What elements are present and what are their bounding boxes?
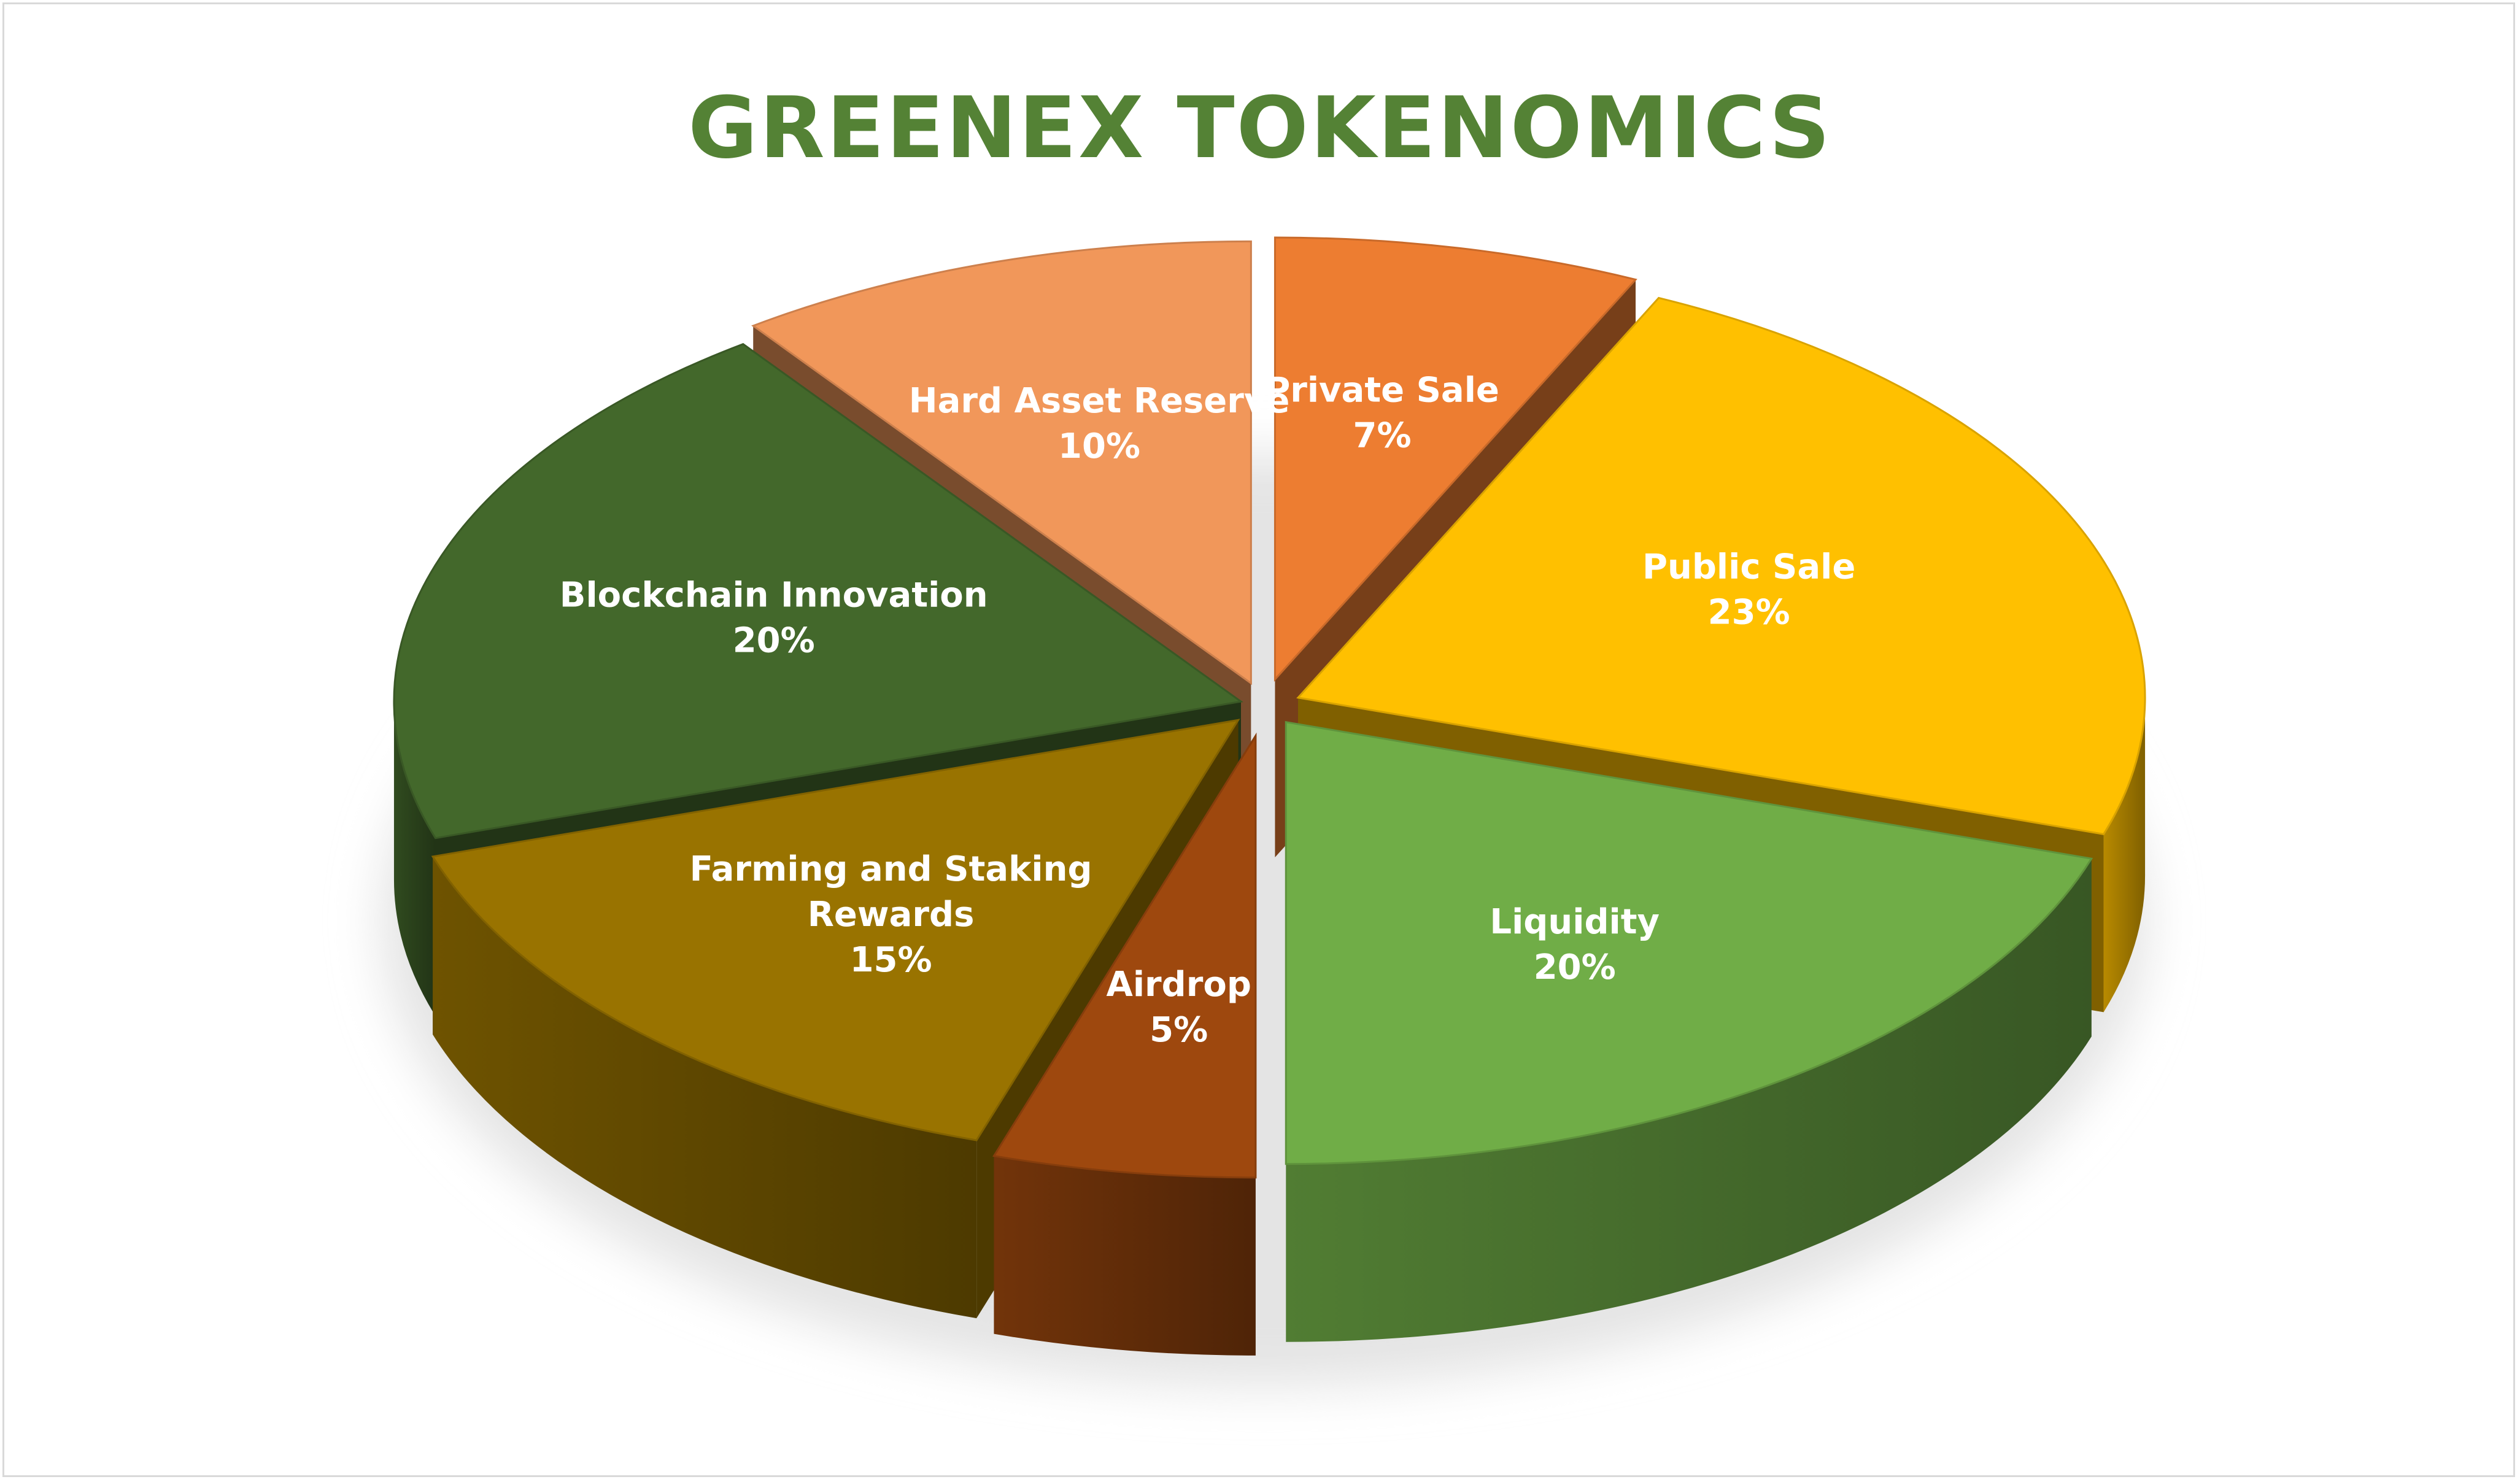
- slice-value-label: 10%: [1058, 426, 1140, 466]
- pie-slice-top: [431, 719, 1240, 1141]
- pie-slice-rim: [393, 701, 436, 1016]
- slice-value-label: 20%: [1534, 947, 1616, 987]
- slice-name-label: Farming and Staking: [690, 849, 1092, 889]
- slice-name-label: Rewards: [808, 895, 975, 935]
- pie-slice: [1285, 720, 2093, 1342]
- slice-label: Hard Asset Reserve 10%: [909, 381, 1290, 466]
- slice-value-label: 15%: [850, 940, 932, 980]
- slice-label: Public Sale 23%: [1642, 547, 1855, 633]
- slice-label: Liquidity 20%: [1490, 902, 1660, 987]
- pie-slice-rim: [433, 856, 977, 1319]
- slice-name-label: Airdrop: [1106, 965, 1251, 1005]
- slice-label: Blockchain Innovation 20%: [560, 575, 988, 660]
- pie-slice-rim: [1286, 859, 2092, 1342]
- pie-slice-rim: [994, 1156, 1256, 1356]
- pie-slice-top: [751, 240, 1252, 685]
- slice-value-label: 7%: [1353, 415, 1412, 455]
- pie-slice-top: [992, 732, 1257, 1179]
- chart-title: GREENEX TOKENOMICS: [688, 79, 1832, 177]
- slice-label: Airdrop 5%: [1106, 965, 1251, 1050]
- slice-label: Private Sale 7%: [1265, 370, 1499, 455]
- slice-name-label: Hard Asset Reserve: [909, 381, 1290, 421]
- slice-value-label: 23%: [1708, 593, 1790, 633]
- slice-name-label: Blockchain Innovation: [560, 575, 988, 615]
- pie-slice-top: [1296, 296, 2146, 836]
- pie-slice-top: [1285, 720, 2093, 1165]
- slice-label: Farming and Staking Rewards 15%: [690, 849, 1092, 980]
- slice-name-label: Liquidity: [1490, 902, 1660, 942]
- slice-name-label: Private Sale: [1265, 370, 1499, 410]
- pie-slice: [992, 732, 1257, 1356]
- pie-slice-rim: [2103, 697, 2146, 1013]
- pie-slice-top: [1274, 236, 1637, 682]
- slice-name-label: Public Sale: [1642, 547, 1855, 587]
- pie-slice-top: [393, 343, 1243, 839]
- slice-value-label: 5%: [1150, 1010, 1208, 1050]
- slice-value-label: 20%: [733, 620, 815, 660]
